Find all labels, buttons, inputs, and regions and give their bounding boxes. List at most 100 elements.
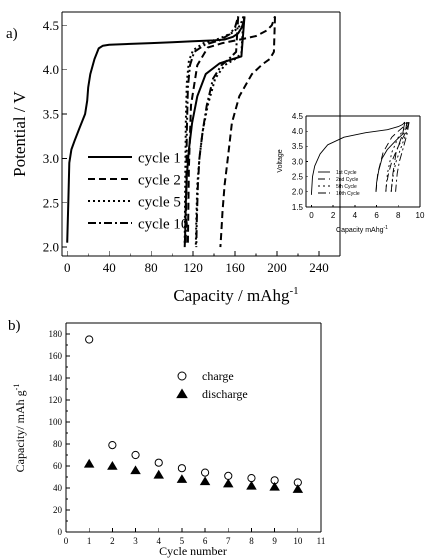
charge-point	[154, 458, 163, 467]
discharge-point	[83, 458, 95, 468]
panel-b-xtick-label-5: 5	[180, 536, 185, 546]
discharge-point	[130, 465, 141, 475]
discharge-point	[153, 469, 164, 479]
legend-discharge-label: discharge	[202, 387, 248, 401]
panel-b-xtick-label-4: 4	[156, 536, 161, 546]
panel-a-legend-label-4: cycle 10	[138, 216, 188, 232]
panel-b-ytick-label-0: 0	[58, 527, 63, 537]
panel-b-ylabel: Capacity/ mAh g-1	[12, 384, 27, 473]
panel-b-xtick-label-6: 6	[203, 536, 208, 546]
panel-a: a) 0 40 80 120 160 200 240 2.0 2.5 3.0 3.5 4.0 4.5 P…	[6, 11, 341, 305]
panel-b-ytick-label-40: 40	[53, 483, 63, 493]
panel-a-xtick-label-120: 120	[183, 260, 203, 275]
discharge-point	[223, 478, 234, 488]
legend-charge-label: charge	[202, 369, 234, 383]
panel-b-ytick-label-20: 20	[53, 505, 63, 515]
charge-point	[224, 471, 233, 480]
inset-xtick-label-6: 6	[374, 211, 379, 220]
panel-b-label: b)	[8, 318, 21, 334]
inset-ytick-label-1: 2.0	[292, 188, 304, 197]
panel-b-ytick-label-100: 100	[49, 417, 63, 427]
panel-a-xlabel: Capacity / mAhg-1	[173, 285, 298, 305]
discharge-point	[269, 481, 280, 491]
panel-a-series-4-discharge-line	[195, 16, 240, 248]
panel-b-xtick-label-9: 9	[272, 536, 277, 546]
panel-b-xtick-label-1: 1	[87, 536, 92, 546]
panel-a-xtick-label-240: 240	[309, 260, 329, 275]
inset-xtick-label-10: 10	[416, 211, 425, 220]
inset-series-1-charge-line	[310, 121, 406, 195]
inset-ytick-label-0: 1.5	[292, 203, 304, 212]
discharge-point	[107, 461, 118, 470]
panel-b-ytick-label-80: 80	[53, 439, 63, 449]
panel-a-legend-label-3: cycle 5	[138, 194, 181, 210]
charge-point	[85, 335, 94, 344]
panel-a-ytick-label-0: 2.0	[43, 240, 59, 255]
panel-a-label: a)	[6, 26, 18, 42]
panel-a-xtick-label-200: 200	[267, 260, 287, 275]
panel-a-ytick-label-5: 4.5	[43, 18, 59, 33]
panel-b-ytick-label-140: 140	[49, 373, 63, 383]
charge-point	[108, 441, 117, 450]
panel-b-ytick-label-180: 180	[49, 329, 63, 339]
panel-a-series-2-discharge-line	[219, 16, 276, 248]
discharge-point	[176, 474, 188, 483]
panel-a-xtick-label-80: 80	[145, 260, 158, 275]
panel-a-ylabel: Potential / V	[10, 90, 29, 176]
discharge-point	[292, 484, 304, 493]
inset-legend-label-1: 1st Cycle	[336, 170, 357, 176]
panel-a-series-1-charge-line	[66, 16, 246, 243]
panel-a-ytick-label-3: 3.5	[43, 107, 59, 122]
panel-a-series-2-charge-line	[186, 16, 276, 243]
inset-xtick-label-2: 2	[331, 211, 336, 220]
panel-b-xtick-label-8: 8	[249, 536, 254, 546]
charge-point	[200, 468, 210, 477]
panel-b-xtick-label-10: 10	[293, 536, 303, 546]
panel-b-xtick-label-3: 3	[133, 536, 138, 546]
inset-ytick-label-4: 3.5	[292, 142, 304, 151]
inset-xtick-label-4: 4	[353, 211, 358, 220]
discharge-point	[199, 476, 211, 486]
panel-b-ytick-label-120: 120	[49, 395, 63, 405]
charge-point	[177, 464, 187, 473]
panel-b-xtick-label-7: 7	[226, 536, 231, 546]
panel-b: b) 0 1 2 3 4 5 6 7 8 9 10 11 0 20 40 60 80 100 120 140 160 18…	[8, 318, 325, 558]
panel-b-ytick-label-160: 160	[49, 351, 63, 361]
panel-b-xtick-label-2: 2	[110, 536, 115, 546]
inset-ylabel: Voltage	[277, 149, 284, 172]
panel-b-legend: charge discharge	[176, 369, 248, 401]
charge-point	[247, 474, 256, 483]
panel-a-xtick-label-0: 0	[64, 260, 71, 275]
inset-series-4-charge-line	[390, 121, 410, 192]
inset-legend-label-3: 5th Cycle	[336, 184, 357, 190]
panel-a-ytick-label-2: 3.0	[43, 151, 59, 166]
inset-legend-label-4: 10th Cycle	[336, 191, 360, 197]
inset-series-4-discharge-line	[395, 122, 410, 192]
inset-series-3-charge-line	[385, 121, 409, 192]
panel-a-series-3-charge-line	[183, 16, 245, 243]
panel-a-ytick-label-4: 4.0	[43, 62, 59, 77]
panel-a-legend-label-2: cycle 2	[138, 172, 181, 188]
inset-ytick-label-3: 3.0	[292, 157, 304, 166]
inset-ytick-label-5: 4.0	[292, 127, 304, 136]
panel-b-xtick-label-11: 11	[317, 536, 326, 546]
inset-ytick-label-6: 4.5	[292, 112, 304, 121]
panel-b-xlabel: Cycle number	[159, 544, 227, 558]
charge-point	[131, 450, 140, 460]
inset-chart: 0 2 4 6 8 10 1.5 2.0 2.5 3.0 3.5 4.0 4.5 Voltage Cap…	[277, 112, 425, 234]
legend-charge-marker	[177, 371, 187, 381]
inset-legend-label-2: 2nd Cycle	[336, 177, 358, 183]
inset-series-2-charge-line	[375, 121, 408, 192]
panel-b-xtick-label-0: 0	[64, 536, 69, 546]
panel-a-legend-label-1: cycle 1	[138, 150, 181, 166]
panel-a-ytick-label-1: 2.5	[43, 195, 59, 210]
panel-b-ytick-label-60: 60	[53, 461, 63, 471]
legend-discharge-marker	[176, 388, 188, 399]
panel-a-xtick-label-160: 160	[225, 260, 245, 275]
panel-a-xtick-label-40: 40	[103, 260, 116, 275]
inset-xlabel: Capacity mAhg-1	[336, 225, 388, 234]
inset-ytick-label-2: 2.5	[292, 172, 304, 181]
inset-xtick-label-8: 8	[396, 211, 401, 220]
